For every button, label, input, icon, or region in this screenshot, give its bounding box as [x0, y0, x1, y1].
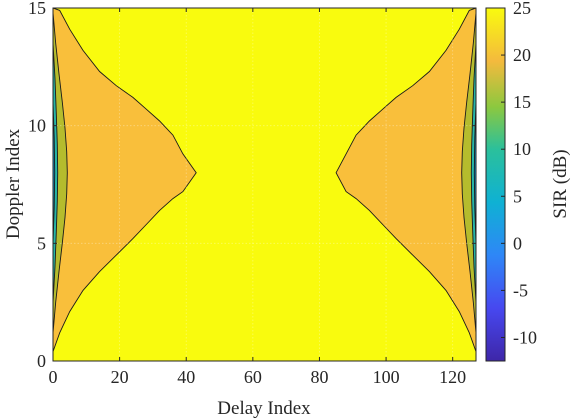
- contour-regions: [53, 8, 476, 352]
- x-tick-label: 120: [439, 367, 466, 387]
- x-tick-label: 0: [49, 367, 58, 387]
- x-tick-label: 60: [244, 367, 262, 387]
- colorbar-label: SIR (dB): [550, 149, 571, 218]
- x-tick-label: 40: [177, 367, 195, 387]
- colorbar-tick-label: 15: [513, 92, 531, 112]
- y-tick-label: 5: [37, 233, 46, 253]
- y-tick-label: 15: [28, 0, 46, 18]
- colorbar-tick-label: 5: [513, 186, 522, 206]
- y-axis-ticks: 0 5 10 15: [28, 0, 476, 371]
- contour-region-left-1: [53, 12, 68, 333]
- y-axis-label: Doppler Index: [3, 128, 24, 239]
- contour-region-right-0: [335, 8, 476, 352]
- x-tick-label: 20: [111, 367, 129, 387]
- contour-region-right-1: [461, 12, 476, 333]
- contour-region-left-0: [53, 8, 197, 352]
- colorbar-ticks: 25 20 15 10 5 0 -5 -10: [501, 0, 537, 347]
- x-tick-label: 80: [310, 367, 328, 387]
- colorbar-gradient: [485, 7, 506, 362]
- colorbar-tick-label: 20: [513, 45, 531, 65]
- colorbar-tick-label: 0: [513, 233, 522, 253]
- colorbar-tick-label: -5: [513, 280, 528, 300]
- contour-region-left-2: [53, 43, 59, 303]
- x-axis-label: Delay Index: [217, 398, 311, 419]
- plot-frame: [52, 7, 477, 362]
- colorbar: 25 20 15 10 5 0 -5 -10: [485, 0, 537, 362]
- contour-plot-area: [52, 7, 477, 362]
- colorbar-tick-label: -10: [513, 327, 537, 347]
- y-tick-label: 10: [28, 116, 46, 136]
- contour-region-right-2: [470, 43, 476, 303]
- colorbar-tick-label: 25: [513, 0, 531, 18]
- x-tick-label: 100: [373, 367, 400, 387]
- x-axis-ticks: 0 20 40 60 80 100 120: [49, 8, 466, 387]
- y-tick-label: 0: [37, 351, 46, 371]
- colorbar-tick-label: 10: [513, 139, 531, 159]
